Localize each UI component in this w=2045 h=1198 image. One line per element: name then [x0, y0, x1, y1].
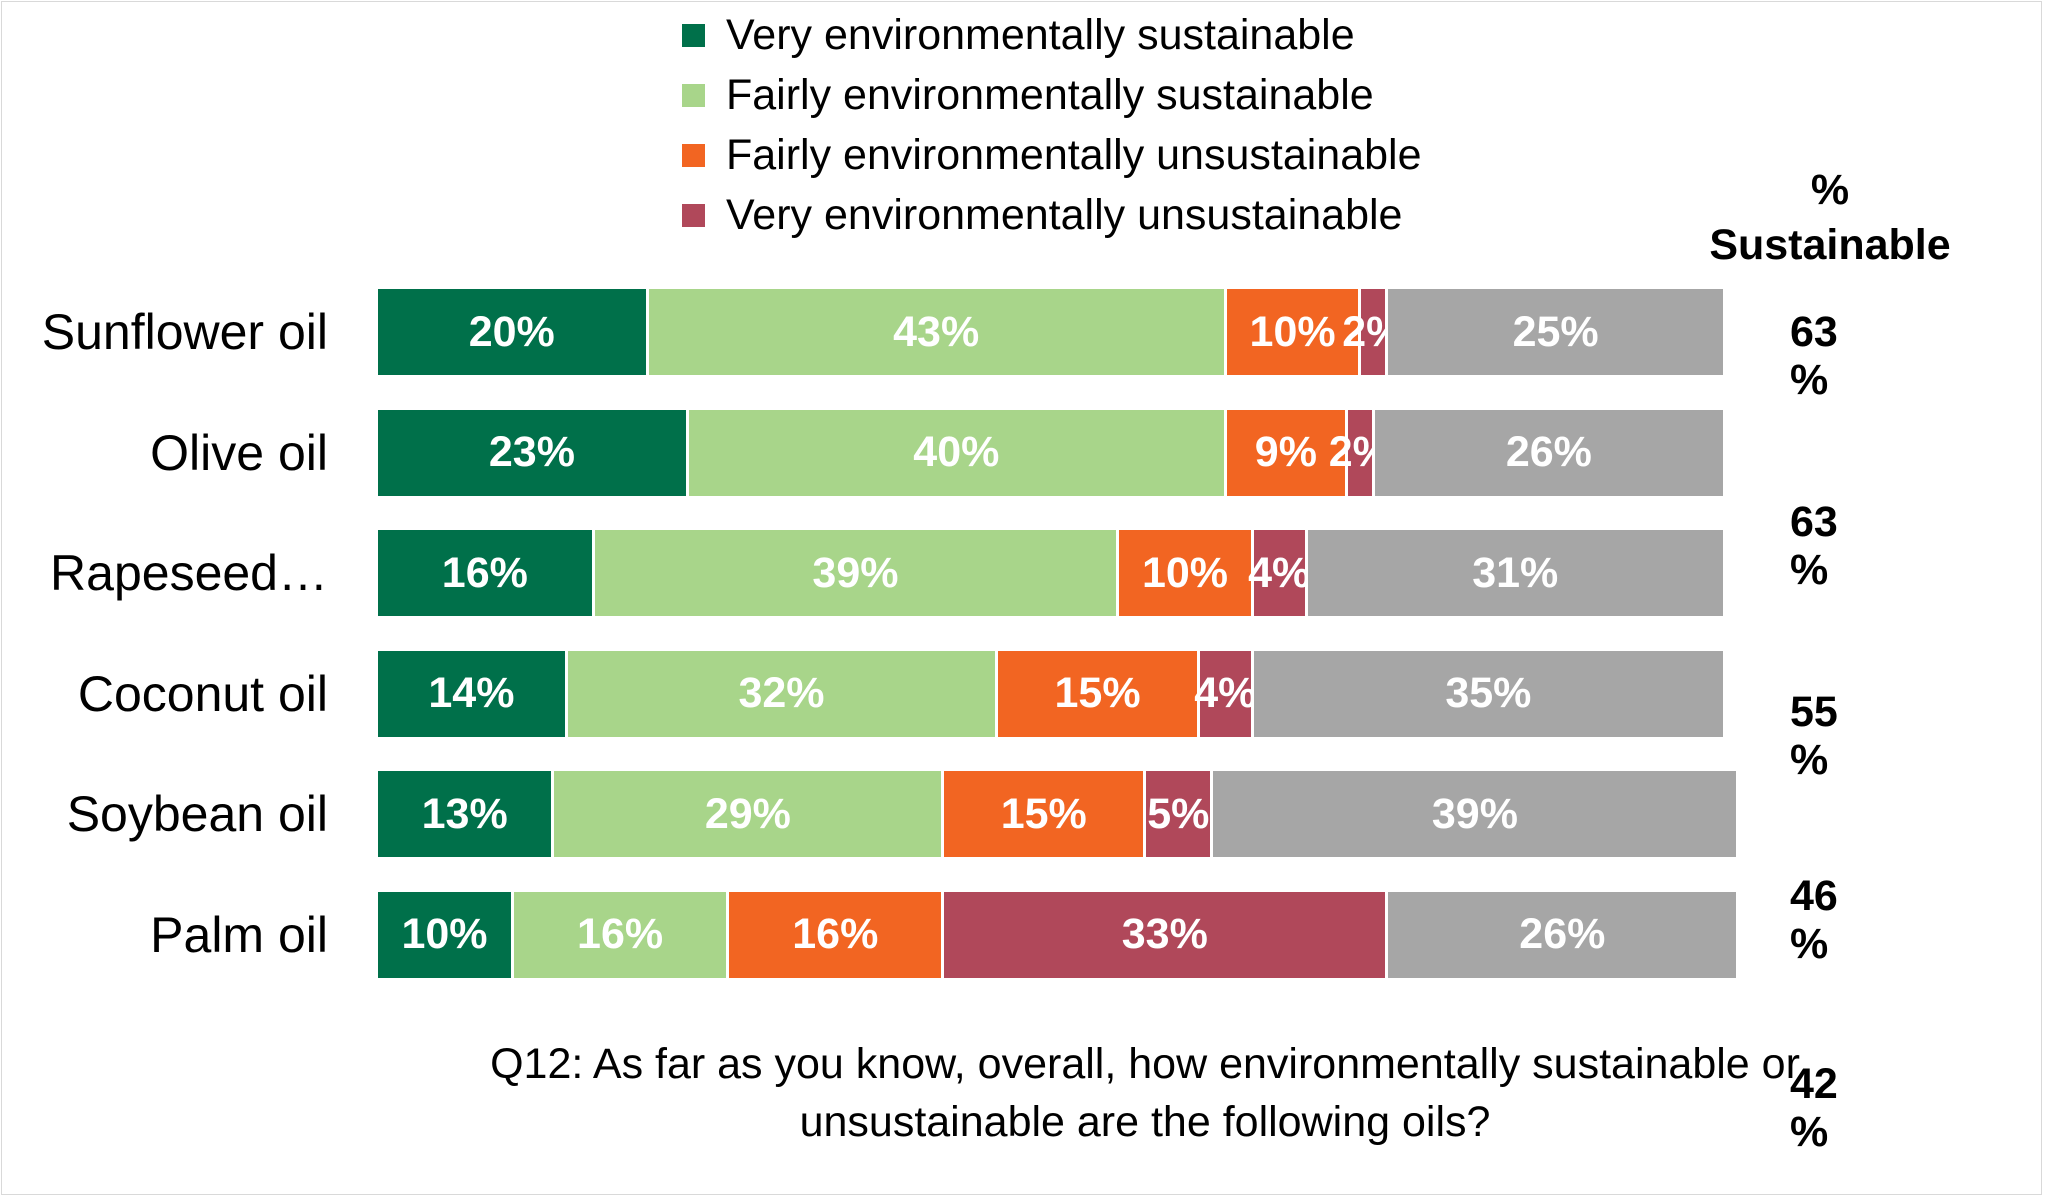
category-label: Coconut oil [77, 665, 328, 722]
legend-item: Fairly environmentally unsustainable [682, 125, 1422, 185]
legend-label: Fairly environmentally sustainable [726, 70, 1374, 119]
bar-segment: 26% [1388, 891, 1737, 978]
sustainable-number: 63 [1790, 308, 1838, 356]
legend-swatch [682, 23, 705, 47]
footnote-line-1: Q12: As far as you know, overall, how en… [490, 1040, 1800, 1088]
bar-segment: 10% [1226, 289, 1359, 375]
category-label: Olive oil [150, 424, 328, 481]
sustainable-header: % Sustainable [1670, 163, 1990, 273]
bar-segment: 32% [567, 650, 996, 737]
bar-segment: 25% [1388, 289, 1723, 375]
sustainable-value: 63% [1790, 498, 1870, 594]
sustainable-percent-sign: % [1790, 1108, 1829, 1156]
legend-swatch [682, 83, 705, 107]
bar-segment: 4% [1194, 650, 1256, 737]
legend-label: Fairly environmentally unsustainable [726, 130, 1422, 179]
chart-legend: Very environmentally sustainable Fairly e… [682, 5, 1422, 245]
category-label: Palm oil [150, 906, 328, 963]
bar-segment: 43% [648, 289, 1224, 375]
bar-segment: 13% [378, 771, 552, 857]
category-label: Soybean oil [66, 786, 328, 842]
sustainable-value: 46% [1790, 872, 1870, 968]
legend-label: Very environmentally sustainable [726, 10, 1355, 59]
sustainable-percent-sign: % [1790, 920, 1829, 968]
bar-segment: 16% [729, 891, 942, 978]
bar-segment: 10% [1119, 530, 1251, 616]
sustainable-number: 42 [1790, 1060, 1838, 1108]
sustainable-percent-sign: % [1790, 736, 1829, 784]
sustainable-header-line-1: % [1810, 166, 1850, 214]
bar-segment: 23% [378, 409, 686, 496]
sustainable-number: 46 [1790, 872, 1838, 920]
bar-segment: 20% [378, 289, 646, 375]
bar-segment: 40% [688, 409, 1224, 496]
sustainable-number: 55 [1790, 688, 1838, 736]
sustainable-header-line-2: Sustainable [1709, 221, 1951, 269]
bar-segment: 39% [1213, 771, 1737, 857]
footnote-line-2: unsustainable are the following oils? [799, 1098, 1491, 1146]
bar-segment: 9% [1226, 409, 1345, 496]
category-label: Rapeseed… [50, 545, 328, 601]
chart-footnote: Q12: As far as you know, overall, how en… [330, 1035, 1960, 1151]
legend-item: Very environmentally unsustainable [682, 185, 1422, 245]
bar-segment: 31% [1307, 530, 1723, 616]
bar-segment: 16% [378, 530, 592, 616]
bar-segment: 15% [998, 650, 1197, 737]
bar-segment: 29% [554, 771, 942, 857]
legend-label: Very environmentally unsustainable [726, 190, 1403, 239]
legend-item: Fairly environmentally sustainable [682, 65, 1422, 125]
category-label: Sunflower oil [41, 304, 328, 360]
sustainable-value: 42% [1790, 1060, 1870, 1156]
bar-segment: 35% [1253, 650, 1723, 737]
sustainable-percent-sign: % [1790, 546, 1829, 594]
sustainable-value: 55% [1790, 688, 1870, 784]
legend-swatch [682, 203, 705, 227]
legend-item: Very environmentally sustainable [682, 5, 1422, 65]
bar-segment: 5% [1146, 771, 1211, 857]
legend-swatch [682, 143, 705, 167]
sustainable-percent-sign: % [1790, 356, 1829, 404]
bar-segment: 33% [944, 891, 1386, 978]
bar-segment: 39% [594, 530, 1117, 616]
bar-segment: 4% [1248, 530, 1310, 616]
bar-segment: 10% [378, 891, 511, 978]
sustainable-value: 63% [1790, 308, 1870, 404]
bar-segment: 16% [514, 891, 727, 978]
sustainable-number: 63 [1790, 498, 1838, 546]
bar-segment: 26% [1374, 409, 1723, 496]
bar-segment: 2% [1329, 409, 1391, 496]
bar-segment: 14% [378, 650, 565, 737]
bar-segment: 15% [944, 771, 1144, 857]
bar-segment: 2% [1342, 289, 1404, 375]
